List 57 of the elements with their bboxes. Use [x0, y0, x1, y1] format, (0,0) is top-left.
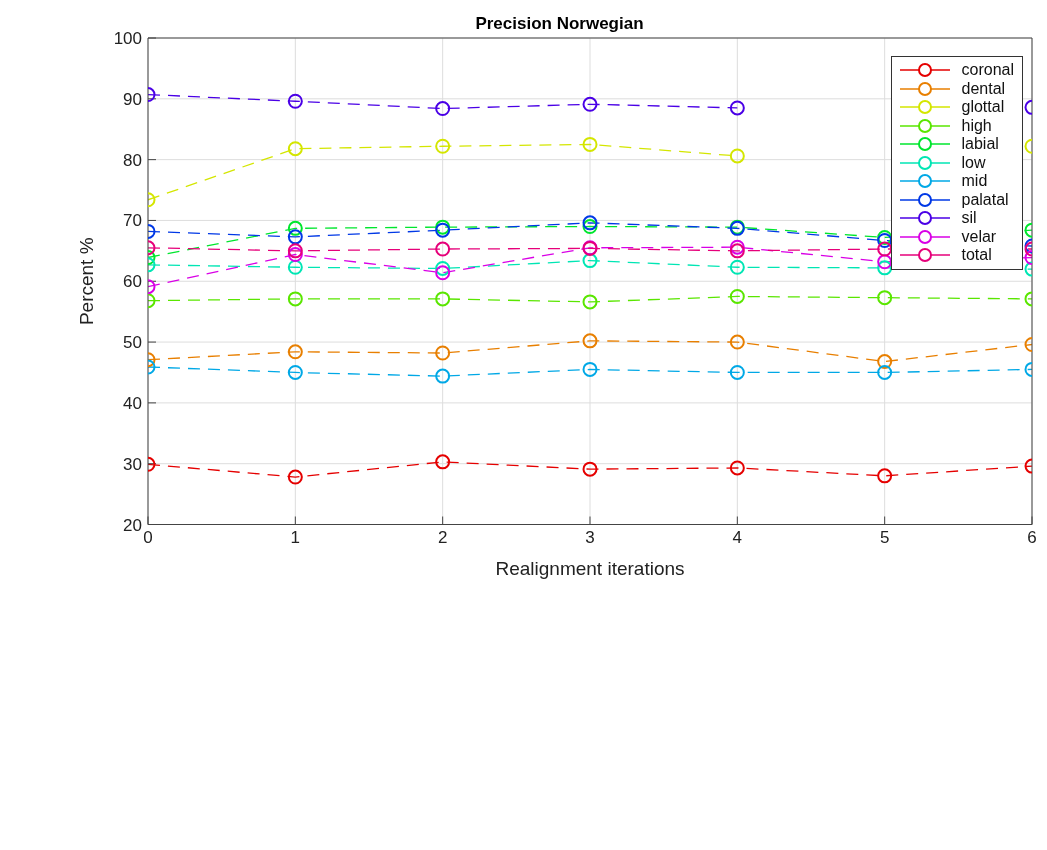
point [435, 345, 451, 361]
point [729, 334, 745, 350]
x-tick-label: 0 [143, 527, 153, 547]
point [435, 368, 451, 384]
x-tick-label: 4 [732, 527, 743, 547]
y-tick-label: 30 [123, 454, 142, 474]
point [729, 148, 745, 164]
x-tick-label: 3 [585, 527, 595, 547]
x-tick-label: 1 [290, 527, 301, 547]
point [729, 460, 745, 476]
y-tick-label: 60 [123, 272, 142, 292]
legend-label: mid [961, 172, 988, 191]
point [729, 288, 745, 304]
point [435, 260, 451, 276]
legend-label: total [961, 246, 992, 265]
point [582, 215, 598, 231]
point [435, 454, 451, 470]
legend-label: high [961, 116, 992, 135]
legend-label: palatal [961, 190, 1009, 209]
point [729, 100, 745, 116]
point [582, 219, 598, 235]
point [435, 241, 451, 257]
y-tick-label: 100 [113, 29, 142, 49]
legend-label: glottal [961, 98, 1005, 117]
point [582, 294, 598, 310]
legend-label: low [961, 153, 986, 172]
point [582, 361, 598, 377]
point [729, 243, 745, 259]
x-tick-label: 2 [437, 527, 448, 547]
y-tick-label: 40 [123, 393, 142, 413]
legend-label: dental [961, 79, 1006, 98]
y-tick-label: 50 [123, 333, 142, 353]
x-tick-label: 5 [879, 527, 890, 547]
x-axis-title: Realignment iterations [495, 557, 685, 579]
legend-label: velar [961, 227, 997, 246]
y-tick-label: 90 [123, 89, 142, 109]
chart-title: Precision Norwegian [475, 14, 644, 33]
point [435, 138, 451, 154]
y-axis-title: Percent % [75, 237, 97, 326]
point [729, 364, 745, 380]
point [582, 136, 598, 152]
point [435, 265, 451, 281]
legend-label: labial [961, 135, 999, 154]
point [435, 291, 451, 307]
point [582, 461, 598, 477]
point [582, 96, 598, 112]
y-tick-label: 70 [123, 211, 142, 231]
x-tick-label: 6 [1027, 527, 1037, 547]
y-tick-label: 80 [123, 150, 142, 170]
point [729, 259, 745, 275]
legend-label: coronal [961, 61, 1014, 80]
legend-label: sil [961, 209, 977, 228]
point [582, 253, 598, 269]
point [729, 239, 745, 255]
y-tick-label: 20 [123, 515, 142, 535]
point [582, 333, 598, 349]
point [435, 101, 451, 117]
